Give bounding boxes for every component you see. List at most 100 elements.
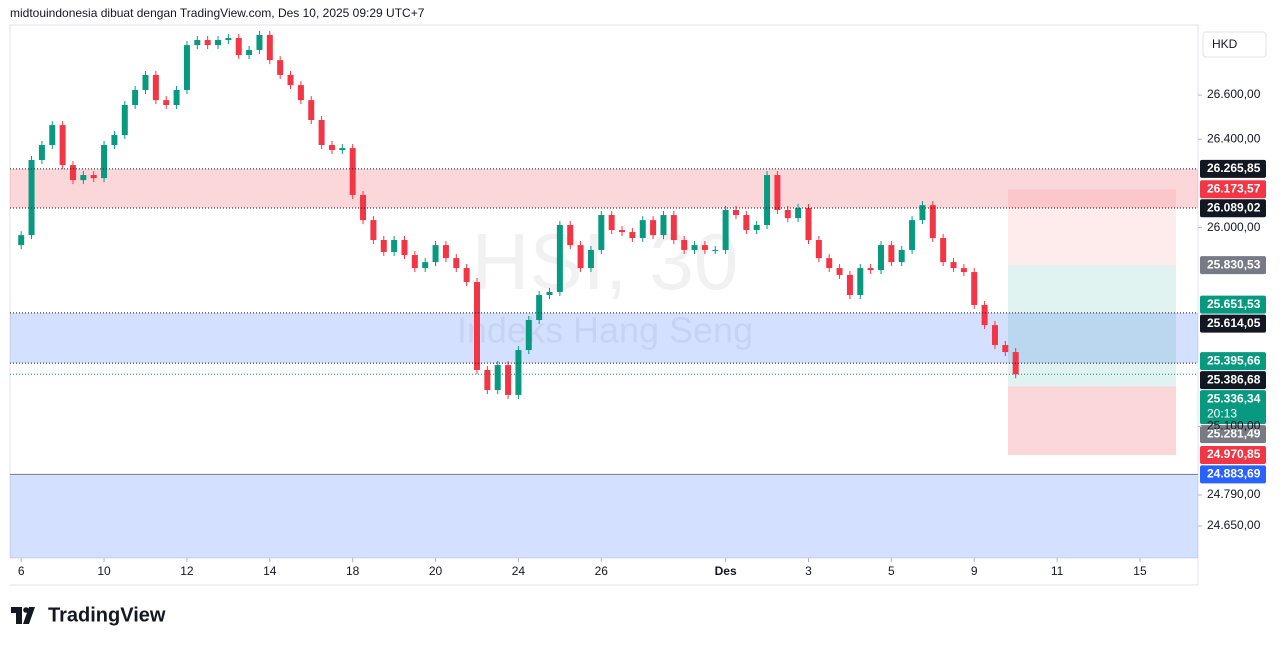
candle <box>650 220 657 236</box>
candle <box>795 207 802 219</box>
candle <box>619 230 626 233</box>
y-tick-label: 24.790,00 <box>1207 487 1261 501</box>
candle <box>401 240 408 256</box>
currency[interactable]: HKD <box>1212 37 1238 51</box>
candle <box>194 40 201 46</box>
level-label: 25.830,53 <box>1207 257 1261 271</box>
candle <box>80 175 87 181</box>
candle <box>929 205 936 239</box>
candle <box>587 249 594 269</box>
candle <box>909 220 916 250</box>
candle <box>971 272 978 305</box>
candle <box>981 304 988 326</box>
candle <box>546 291 553 296</box>
candle <box>235 38 242 56</box>
candle <box>764 175 771 225</box>
candle <box>59 125 66 166</box>
candle <box>991 325 998 345</box>
header: midtouindonesia dibuat dengan TradingVie… <box>10 6 425 20</box>
candle <box>463 268 470 282</box>
x-tick-label: Des <box>715 564 737 578</box>
level-label: 25.395,66 <box>1207 353 1261 367</box>
candle <box>639 220 646 239</box>
candle <box>826 258 833 269</box>
levels: 26.265,85 26.173,57 26.089,02 25.830,53 25.6… <box>10 159 1266 484</box>
candle <box>960 268 967 273</box>
y-tick-label: 26.600,00 <box>1207 87 1261 101</box>
candle <box>360 194 367 221</box>
candle <box>90 175 97 179</box>
x-tick-label: 26 <box>595 564 609 578</box>
candle <box>505 365 512 395</box>
position-zone <box>1008 265 1176 387</box>
level-label: 25.336,34 <box>1207 391 1261 405</box>
x-tick-label: 18 <box>346 564 360 578</box>
candle <box>101 144 108 179</box>
candle <box>246 49 253 56</box>
currency-box[interactable] <box>1202 31 1267 58</box>
level-label: 24.970,85 <box>1207 447 1261 461</box>
candle <box>297 85 304 101</box>
candle <box>411 255 418 269</box>
candle <box>515 350 522 395</box>
candle <box>69 165 76 181</box>
candle <box>370 220 377 241</box>
candle <box>328 144 335 151</box>
level-label: 25.386,68 <box>1207 372 1261 386</box>
x-tick-label: 24 <box>512 564 526 578</box>
candle <box>163 100 170 105</box>
candle <box>898 249 905 263</box>
logo-text: TradingView <box>48 604 166 626</box>
level-label-bg <box>1200 314 1266 333</box>
candle <box>111 135 118 145</box>
candle <box>152 74 159 101</box>
level-label-bg <box>1200 199 1266 218</box>
candle <box>743 215 750 231</box>
level-label: 26.265,85 <box>1207 161 1261 175</box>
candle <box>919 205 926 221</box>
candle <box>442 245 449 259</box>
candle <box>339 148 346 151</box>
candle <box>38 144 45 161</box>
candle <box>132 89 139 105</box>
candles <box>18 30 1019 399</box>
candle <box>888 245 895 263</box>
candle <box>318 120 325 145</box>
countdown: 20:13 <box>1207 406 1237 420</box>
x-tick-label: 3 <box>805 564 812 578</box>
level-label: 24.883,69 <box>1207 466 1261 480</box>
candle <box>950 262 957 269</box>
candle <box>805 207 812 241</box>
zone <box>10 312 1198 364</box>
level-label-bg <box>1200 446 1266 465</box>
zone <box>10 168 1198 208</box>
candle <box>391 240 398 252</box>
candle <box>215 40 222 46</box>
level-label: 25.614,05 <box>1207 316 1261 330</box>
level-label-bg <box>1200 159 1266 178</box>
level-label-bg <box>1200 425 1266 444</box>
y-tick-label: 25.100,00 <box>1207 419 1261 433</box>
logo-icon <box>11 607 35 624</box>
position-zone <box>1008 189 1176 266</box>
candle <box>660 215 667 236</box>
candle <box>784 209 791 219</box>
level-label: 26.089,02 <box>1207 200 1261 214</box>
candle <box>173 89 180 105</box>
candle <box>857 268 864 296</box>
candle <box>18 235 25 246</box>
candle <box>691 245 698 250</box>
zone <box>10 474 1198 558</box>
candle <box>598 215 605 250</box>
candle <box>266 34 273 61</box>
level-label-bg <box>1200 465 1266 484</box>
watermark: HSI, 30 <box>472 217 739 306</box>
candle <box>556 224 563 292</box>
candle <box>308 100 315 121</box>
y-tick-label: 24.650,00 <box>1207 518 1261 532</box>
level-label: 25.281,49 <box>1207 426 1261 440</box>
watermark-subtitle: Indeks Hang Seng <box>457 310 753 351</box>
level-label-bg <box>1200 295 1266 314</box>
candle <box>28 160 35 236</box>
